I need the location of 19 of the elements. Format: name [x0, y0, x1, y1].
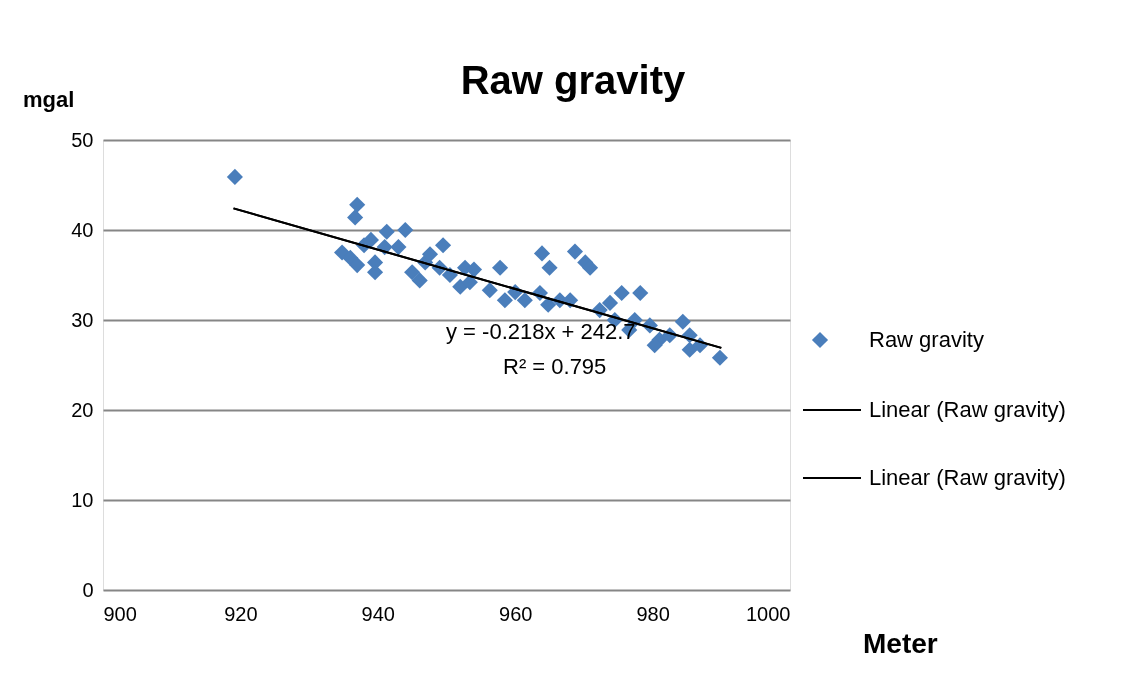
x-tick-label: 980	[636, 602, 670, 625]
chart-title: Raw gravity	[460, 58, 687, 102]
x-tick-label: 920	[224, 602, 258, 625]
y-axis-title: mgal	[23, 87, 75, 112]
x-tick-label: 960	[499, 602, 533, 625]
x-axis-title: Meter	[863, 628, 938, 659]
y-tick-label: 50	[71, 128, 94, 151]
y-tick-label: 0	[82, 578, 94, 601]
x-tick-label: 1000	[746, 602, 791, 625]
x-tick-label: 940	[361, 602, 395, 625]
y-tick-label: 30	[71, 308, 94, 331]
x-tick-label: 900	[103, 602, 137, 625]
y-tick-label: 20	[71, 398, 94, 421]
y-tick-label: 10	[71, 488, 94, 511]
legend-label: Raw gravity	[869, 327, 984, 352]
legend-label: Linear (Raw gravity)	[869, 397, 1066, 422]
y-tick-label: 40	[71, 218, 94, 241]
legend-label: Linear (Raw gravity)	[869, 465, 1066, 490]
annotation: R² = 0.795	[503, 354, 607, 379]
